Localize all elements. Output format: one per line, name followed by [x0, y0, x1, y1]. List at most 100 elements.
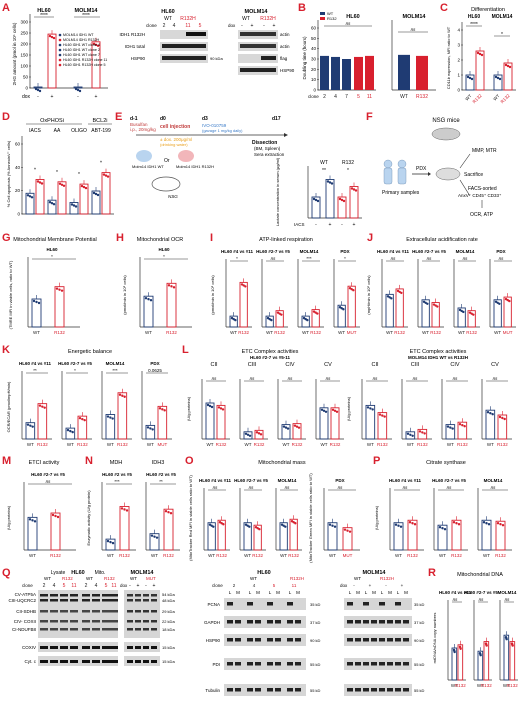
q-band: [143, 646, 149, 649]
panel-i-3-xlabel: MUT: [347, 330, 357, 335]
l-title-1: ETC Complex activities: [242, 349, 299, 355]
q-band: [151, 620, 157, 623]
l-ylabel-2: (U/g proteins): [346, 396, 351, 421]
q-band: [110, 628, 118, 631]
panel-b-chart: Doubling time (hours) 0 10 20 30 40 50 60 WT R…: [302, 11, 436, 100]
panel-c-sig-2: *: [501, 32, 503, 38]
l-title-2: ETC Complex activities: [410, 349, 467, 355]
panel-g-bar: [54, 286, 65, 328]
row-m-p-charts: ETCI activity (U/g proteins) HL60 #2-7 vs …: [6, 460, 512, 563]
o-ylabel: (MitoTracker Red MFI in viable cells rat…: [188, 475, 193, 561]
q-r-band: [379, 662, 385, 666]
q-r-band: [403, 688, 409, 692]
q-band: [92, 620, 100, 623]
q-r-band: [395, 602, 401, 606]
panel-b-bar: [331, 56, 340, 90]
panel-k-1-xlabel: WT: [67, 442, 74, 447]
q-r-lm-label: L: [269, 590, 272, 595]
e-ivo-dose: (gavage 1 mg/kg daily): [202, 128, 243, 133]
panel-l2-0: CII WT R132 ns: [361, 362, 392, 447]
panel-b-clone: clone: [308, 94, 319, 99]
q-r-band: [287, 638, 293, 642]
f-pdx: PDX: [416, 166, 427, 172]
n-t1: MDH: [110, 460, 123, 466]
panel-a-blot: HL60 WT R132H clone 2 4 11 5 IDH1 R132H IDH…: [119, 6, 296, 106]
e-d17: d17: [272, 116, 281, 122]
panel-l2-1-xlabel: WT: [407, 442, 414, 447]
blot-a-m-r132h: R132H: [260, 16, 276, 22]
q-band: [82, 599, 90, 602]
e-molm-wt: Molm14 IDH1 WT: [132, 164, 164, 169]
blot-a-m-row-3: flag: [280, 56, 288, 61]
panel-c-sig-1: ****: [470, 22, 478, 28]
panel-j-1-sig: ns: [427, 256, 433, 261]
y-tick: 40: [15, 165, 21, 170]
panel-d-sig: *: [78, 172, 80, 178]
q-r-molm14: MOLM14: [363, 570, 387, 576]
panel-n-1-xlabel: WT: [107, 553, 114, 558]
q-row-label: CII-SDHB: [16, 609, 36, 614]
panel-b-xlabel: 2: [323, 94, 326, 100]
panel-l2-3-sig: ns: [493, 376, 499, 381]
panel-l1-1-title: CIII: [248, 362, 257, 368]
blot-a-m-dox-3: -: [263, 23, 265, 29]
q-r-band: [355, 638, 361, 642]
q-band: [151, 628, 157, 631]
row-g-j-charts: Mitochondrial Membrane Potential (TMRE MF…: [8, 237, 516, 335]
blot-a-row-1: IDH1 R132H: [119, 32, 145, 37]
q-band: [70, 594, 78, 597]
e-cell-injection: cell injection: [160, 124, 190, 130]
panel-j-3-xlabel: WT: [494, 330, 501, 335]
panel-o-1-xlabel: R132: [252, 553, 263, 558]
q-band: [151, 594, 157, 597]
panel-l2-0-sig: ns: [373, 376, 379, 381]
q-r-r: R132H: [290, 576, 304, 581]
panel-n-2-sig: **: [159, 479, 163, 484]
q-r-band: [295, 620, 301, 624]
q-r-band: [275, 688, 281, 692]
panel-d-sig: *: [56, 170, 58, 176]
q-r-band: [235, 620, 241, 624]
q-band: [40, 620, 48, 623]
panel-r-1-xlabel: R132: [481, 683, 492, 688]
q-r-lm-label: L: [349, 590, 352, 595]
panel-i-0-sub: HL60 #4 vs #11: [221, 249, 254, 254]
panel-p-1-sub: HL60 #2-7 vs #5: [432, 478, 466, 483]
q-mito: Mito.: [95, 570, 106, 576]
y-tick: 20: [15, 188, 21, 193]
y-tick: 50: [23, 75, 29, 80]
panel-a-sig-1: ****: [40, 13, 48, 19]
blot-a-m-row-1: actin: [280, 32, 290, 37]
panel-l1-3: CV WT R132 ns: [315, 362, 344, 447]
e-sign-1: -: [315, 222, 317, 228]
blot-a-clone-label: 4: [173, 23, 176, 29]
panel-i-1-xlabel: WT: [266, 330, 273, 335]
panel-r-2-xlabel: R132: [507, 683, 518, 688]
k-title: Energetic balance: [68, 349, 112, 355]
panel-a-ylabel: 2HG amount (pmol in 10⁶ cells): [12, 22, 17, 85]
q-band: [92, 599, 100, 602]
panel-d-sig: *: [100, 161, 102, 167]
q-r-band: [287, 602, 293, 606]
q-band: [102, 660, 110, 663]
e-d0: d0: [160, 116, 166, 122]
panel-e-bar: [325, 179, 335, 219]
q-band: [92, 646, 100, 649]
q-r-wt: WT: [250, 576, 257, 581]
panel-o-1: HL60 #2-7 vs #5 WT R132 ns: [234, 478, 268, 558]
panel-b-title2: MOLM14: [403, 14, 427, 20]
panel-j-3-sig: ns: [499, 256, 505, 261]
q-r-band: [255, 688, 261, 692]
f-facs2: AnxV⁻ CD45⁺ CD33⁺: [458, 193, 502, 198]
panel-l2-2: CIV WT R132 ns: [441, 362, 472, 447]
panel-i-3-sig: *: [344, 256, 346, 261]
panel-letter-i: I: [210, 232, 214, 244]
q-r-lm-label: M: [404, 590, 408, 595]
q-r-band: [295, 688, 301, 692]
panel-l2-1-xlabel: R132: [417, 442, 428, 447]
panel-a-legend-item: HL60 IDH1 R132H clone 11: [63, 58, 107, 62]
panel-o-2-xlabel: R132: [288, 553, 299, 558]
y-tick: 0: [17, 212, 20, 217]
f-ocr: OCR, ATP: [470, 212, 494, 218]
panel-b-xlabel: 11: [367, 94, 372, 100]
